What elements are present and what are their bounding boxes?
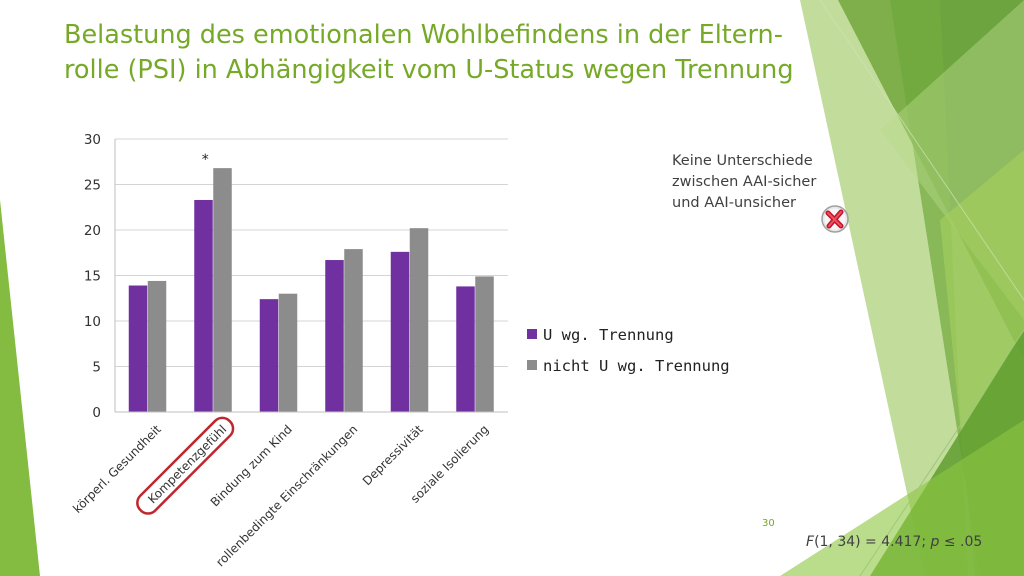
legend-label: nicht U wg. Trennung [543, 357, 730, 375]
title-line-1: Belastung des emotionalen Wohlbefindens … [64, 20, 783, 50]
note-line-1: Keine Unterschiede [672, 153, 813, 169]
note-text: Keine Unterschiede zwischen AAI-sicher u… [672, 151, 842, 214]
significance-marker: * [202, 152, 209, 168]
x-tick-labels: körperl. GesundheitKompetenzgefühlBindun… [70, 416, 491, 569]
bar-u-trennung [259, 299, 279, 412]
y-tick-label: 15 [84, 269, 101, 285]
grid-lines [115, 138, 508, 367]
legend-swatch [527, 360, 537, 370]
x-tick-label: rollenbedingte Einschränkungen [213, 422, 360, 569]
y-tick-label: 20 [84, 223, 101, 239]
legend: U wg. Trennung nicht U wg. Trennung [527, 326, 730, 375]
y-tick-label: 25 [84, 178, 101, 194]
y-tick-label: 0 [92, 405, 101, 421]
bar-nicht-u-trennung [475, 276, 494, 412]
bar-nicht-u-trennung [147, 280, 167, 412]
stat-p: p [930, 534, 940, 550]
note-line-2: zwischen AAI-sicher [672, 174, 817, 190]
stat-end: ≤ .05 [939, 534, 983, 550]
bar-nicht-u-trennung [278, 293, 298, 412]
page-number: 30 [762, 518, 775, 529]
y-tick-labels: 0 5 10 15 20 25 30 [84, 132, 101, 421]
highlight-ring [136, 416, 235, 515]
x-tick-label: Depressivität [360, 422, 426, 488]
y-tick-label: 10 [84, 314, 101, 330]
stat-f: F [806, 534, 815, 550]
bar-nicht-u-trennung [409, 228, 429, 412]
statistic-footnote: F(1, 34) = 4.417; p ≤ .05 [806, 534, 982, 550]
bar-u-trennung [390, 251, 410, 412]
axes [114, 139, 508, 413]
bar-u-trennung [325, 260, 344, 412]
legend-swatch [527, 329, 537, 339]
bar-u-trennung [128, 285, 148, 412]
bar-u-trennung [456, 286, 475, 412]
slide-title: Belastung des emotionalen Wohlbefindens … [64, 18, 824, 88]
title-line-2: rolle (PSI) in Abhängigkeit vom U-Status… [64, 55, 794, 85]
bar-nicht-u-trennung [213, 168, 232, 412]
bar-u-trennung [194, 199, 213, 412]
stat-mid: (1, 34) = 4.417; [814, 534, 931, 550]
y-tick-label: 30 [84, 132, 101, 148]
note-line-3: und AAI-unsicher [672, 195, 796, 211]
legend-label: U wg. Trennung [543, 326, 674, 344]
red-x-cross-icon [821, 205, 849, 233]
y-tick-label: 5 [92, 360, 101, 376]
bars: * [128, 152, 494, 412]
bar-nicht-u-trennung [344, 249, 363, 412]
